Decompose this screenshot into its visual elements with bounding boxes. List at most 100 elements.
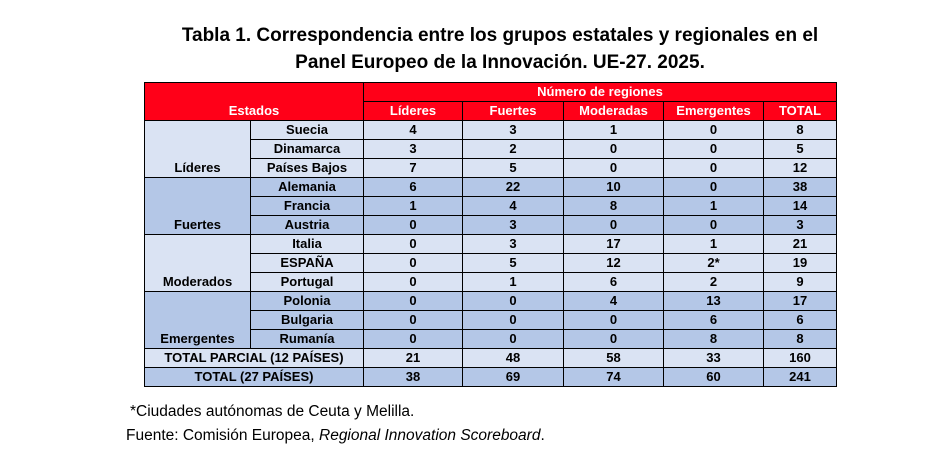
value-cell: 12 xyxy=(563,253,664,273)
total-value: 48 xyxy=(462,348,564,368)
country-cell: Francia xyxy=(250,196,364,216)
value-cell: 22 xyxy=(462,177,564,197)
value-cell: 21 xyxy=(763,234,837,254)
value-cell: 0 xyxy=(363,234,463,254)
source-prefix: Fuente: Comisión Europea, xyxy=(126,427,319,444)
value-cell: 5 xyxy=(462,158,564,178)
total-row: TOTAL (27 PAÍSES) 38 69 74 60 241 xyxy=(144,367,837,387)
table-row: Emergentes Polonia 0 0 4 13 17 xyxy=(144,291,837,349)
value-cell: 8 xyxy=(663,329,764,349)
value-cell: 3 xyxy=(363,139,463,159)
total-value: 69 xyxy=(462,367,564,387)
country-cell: Suecia xyxy=(250,120,364,140)
table-row: Moderados Italia 0 3 17 1 21 xyxy=(144,234,837,292)
table-row: Líderes Suecia 4 3 1 0 8 xyxy=(144,120,837,178)
value-cell: 4 xyxy=(563,291,664,311)
value-cell: 1 xyxy=(462,272,564,292)
total-label: TOTAL PARCIAL (12 PAÍSES) xyxy=(144,348,364,368)
value-cell: 0 xyxy=(363,253,463,273)
value-cell: 0 xyxy=(663,120,764,140)
title-line-2: Panel Europeo de la Innovación. UE-27. 2… xyxy=(295,52,705,73)
header-estados: Estados xyxy=(144,82,364,121)
value-cell: 8 xyxy=(763,120,837,140)
value-cell: 0 xyxy=(663,215,764,235)
regions-table: Estados Número de regiones Líderes Fuerte… xyxy=(144,82,837,387)
value-cell: 0 xyxy=(363,310,463,330)
country-cell: Países Bajos xyxy=(250,158,364,178)
country-cell: Alemania xyxy=(250,177,364,197)
value-cell: 2 xyxy=(462,139,564,159)
value-cell: 10 xyxy=(563,177,664,197)
value-cell: 2* xyxy=(663,253,764,273)
value-cell: 7 xyxy=(363,158,463,178)
group-label: Líderes xyxy=(144,120,251,178)
table-title: Tabla 1. Correspondencia entre los grupo… xyxy=(0,22,947,76)
value-cell: 0 xyxy=(563,158,664,178)
column-header: Emergentes xyxy=(663,101,764,121)
value-cell: 1 xyxy=(663,196,764,216)
source-title: Regional Innovation Scoreboard xyxy=(319,427,541,444)
total-value: 74 xyxy=(563,367,664,387)
total-value: 38 xyxy=(363,367,463,387)
value-cell: 6 xyxy=(763,310,837,330)
table-row: Rumanía 0 0 0 8 8 xyxy=(145,329,837,349)
value-cell: 17 xyxy=(563,234,664,254)
country-cell: Austria xyxy=(250,215,364,235)
value-cell: 0 xyxy=(663,177,764,197)
value-cell: 9 xyxy=(763,272,837,292)
value-cell: 5 xyxy=(763,139,837,159)
value-cell: 4 xyxy=(363,120,463,140)
value-cell: 1 xyxy=(563,120,664,140)
country-cell: ESPAÑA xyxy=(250,253,364,273)
value-cell: 0 xyxy=(363,215,463,235)
column-header: Fuertes xyxy=(462,101,564,121)
value-cell: 3 xyxy=(763,215,837,235)
total-value: 58 xyxy=(563,348,664,368)
value-cell: 8 xyxy=(763,329,837,349)
value-cell: 17 xyxy=(763,291,837,311)
value-cell: 6 xyxy=(363,177,463,197)
source-suffix: . xyxy=(540,427,545,444)
country-cell: Polonia xyxy=(250,291,364,311)
value-cell: 0 xyxy=(663,158,764,178)
country-cell: Dinamarca xyxy=(250,139,364,159)
group-label: Fuertes xyxy=(144,177,251,235)
value-cell: 5 xyxy=(462,253,564,273)
value-cell: 2 xyxy=(663,272,764,292)
header-numero-regiones: Número de regiones xyxy=(363,82,837,102)
table-row: Francia 1 4 8 1 14 xyxy=(145,196,837,216)
column-header: Moderadas xyxy=(563,101,664,121)
value-cell: 6 xyxy=(663,310,764,330)
country-cell: Italia xyxy=(250,234,364,254)
value-cell: 0 xyxy=(363,272,463,292)
value-cell: 3 xyxy=(462,120,564,140)
value-cell: 0 xyxy=(363,291,463,311)
group-label: Emergentes xyxy=(144,291,251,349)
value-cell: 0 xyxy=(363,329,463,349)
footnote: *Ciudades autónomas de Ceuta y Melilla. xyxy=(130,403,415,420)
country-cell: Portugal xyxy=(250,272,364,292)
source-note: Fuente: Comisión Europea, Regional Innov… xyxy=(126,427,545,445)
table-row: Austria 0 3 0 0 3 xyxy=(145,215,837,235)
total-value: 241 xyxy=(763,367,837,387)
value-cell: 0 xyxy=(462,329,564,349)
value-cell: 6 xyxy=(563,272,664,292)
value-cell: 0 xyxy=(462,291,564,311)
table-row: Dinamarca 3 2 0 0 5 xyxy=(145,139,837,159)
table-row: Fuertes Alemania 6 22 10 0 38 xyxy=(144,177,837,235)
value-cell: 12 xyxy=(763,158,837,178)
value-cell: 0 xyxy=(563,310,664,330)
value-cell: 13 xyxy=(663,291,764,311)
value-cell: 0 xyxy=(563,139,664,159)
value-cell: 1 xyxy=(363,196,463,216)
value-cell: 8 xyxy=(563,196,664,216)
value-cell: 0 xyxy=(563,215,664,235)
total-value: 60 xyxy=(663,367,764,387)
value-cell: 1 xyxy=(663,234,764,254)
value-cell: 0 xyxy=(462,310,564,330)
value-cell: 14 xyxy=(763,196,837,216)
title-line-1: Tabla 1. Correspondencia entre los grupo… xyxy=(181,25,819,46)
table-row: ESPAÑA 0 5 12 2* 19 xyxy=(145,253,837,273)
total-value: 21 xyxy=(363,348,463,368)
value-cell: 38 xyxy=(763,177,837,197)
